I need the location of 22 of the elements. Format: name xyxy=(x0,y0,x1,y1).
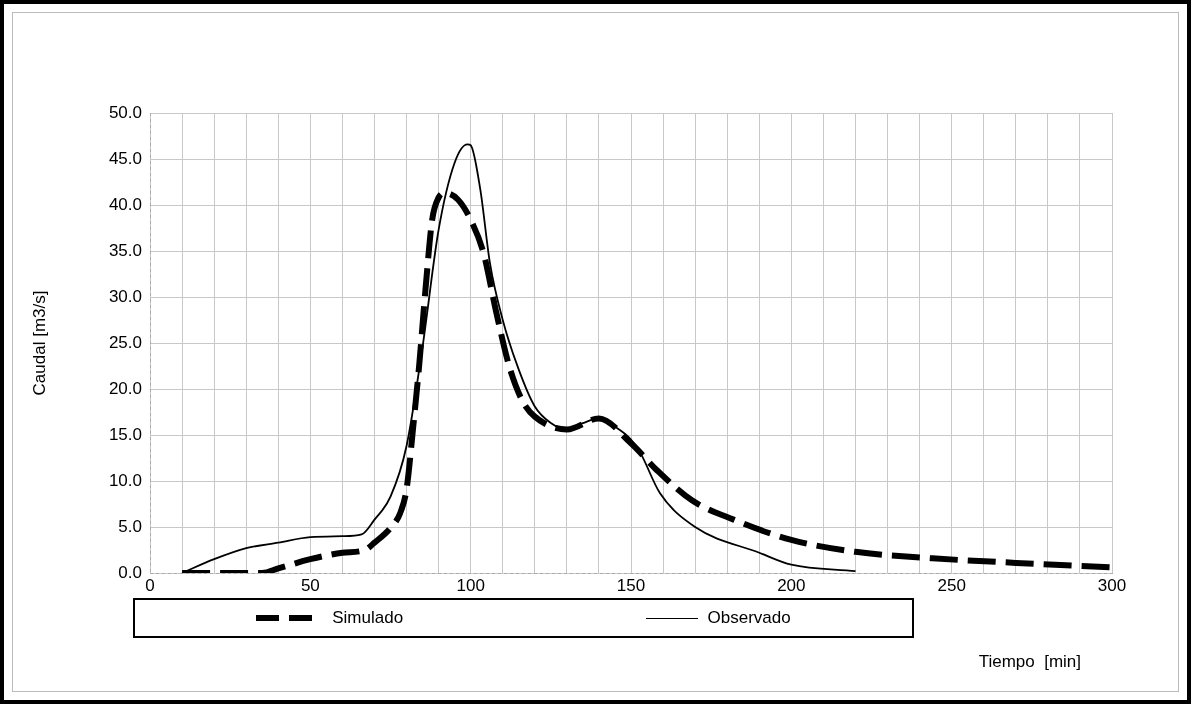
y-tick-label: 10.0 xyxy=(108,470,142,490)
y-tick-label: 40.0 xyxy=(108,194,142,214)
x-axis-title: Tiempo [min] xyxy=(978,652,1081,672)
y-tick-label: 5.0 xyxy=(118,516,142,536)
y-tick-label: 15.0 xyxy=(108,424,142,444)
y-tick-label: 20.0 xyxy=(108,378,142,398)
x-tick-label: 0 xyxy=(145,575,155,595)
x-tick-label: 100 xyxy=(456,575,485,595)
x-tick-label: 250 xyxy=(937,575,966,595)
y-tick-label: 45.0 xyxy=(108,148,142,168)
legend-label: Simulado xyxy=(332,608,404,628)
y-tick-label: 0.0 xyxy=(118,562,142,582)
x-tick-label: 150 xyxy=(616,575,646,595)
y-axis-title: Caudal [m3/s] xyxy=(29,290,49,396)
legend-label: Observado xyxy=(707,608,791,628)
x-tick-label: 300 xyxy=(1097,575,1127,595)
x-tick-label: 200 xyxy=(777,575,806,595)
y-tick-label: 35.0 xyxy=(108,240,142,260)
y-tick-label: 30.0 xyxy=(108,286,142,306)
x-tick-label: 50 xyxy=(300,575,320,595)
y-tick-label: 25.0 xyxy=(108,332,142,352)
y-tick-label: 50.0 xyxy=(108,102,142,122)
